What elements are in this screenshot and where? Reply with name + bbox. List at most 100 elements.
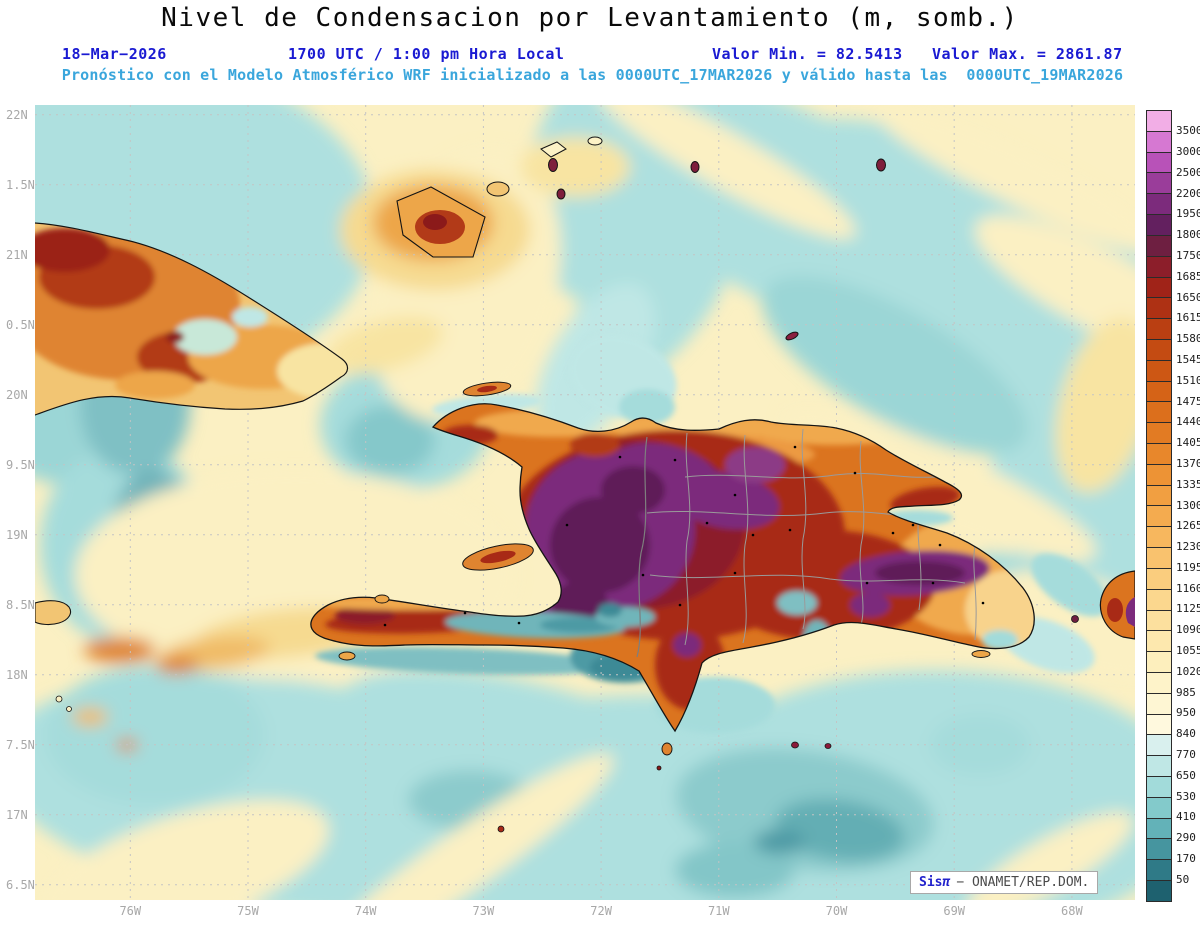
small-islands-hispaniola — [338, 381, 991, 771]
colorbar-cell — [1147, 338, 1171, 360]
lon-tick-label: 72W — [590, 904, 612, 918]
colorbar-cell — [1147, 463, 1171, 485]
colorbar-cell — [1147, 318, 1171, 339]
colorbar-cell — [1147, 111, 1171, 131]
colorbar-labels: 3500 3000 2500 2200 1950 1800 1750 1685 1650 1615… — [1176, 110, 1200, 900]
colorbar-tick-label: 1300 — [1176, 498, 1200, 512]
credit-text: − ONAMET/REP.DOM. — [956, 875, 1090, 890]
colorbar-cell — [1147, 234, 1171, 256]
colorbar-tick-label: 50 — [1176, 872, 1190, 886]
colorbar-tick-label: 1650 — [1176, 290, 1200, 304]
colorbar-tick-label: 1950 — [1176, 207, 1200, 221]
colorbar-cell — [1147, 713, 1171, 735]
colorbar-tick-label: 1475 — [1176, 394, 1200, 408]
colorbar-cell — [1147, 151, 1171, 173]
colorbar-tick-label: 1685 — [1176, 269, 1200, 283]
colorbar-tick-label: 1440 — [1176, 415, 1200, 429]
sea-background — [35, 105, 1135, 900]
sea-specks — [497, 741, 832, 833]
colorbar-tick-label: 2200 — [1176, 186, 1200, 200]
lon-tick-label: 68W — [1061, 904, 1083, 918]
colorbar-tick-label: 530 — [1176, 789, 1196, 803]
valid-time: 1700 UTC / 1:00 pm Hora Local — [288, 45, 565, 63]
colorbar-cell — [1147, 130, 1171, 152]
colorbar-cell — [1147, 443, 1171, 464]
lat-tick-label: 6.5N — [6, 878, 35, 892]
colorbar-tick-label: 1020 — [1176, 664, 1200, 678]
colorbar-tick-label: 3500 — [1176, 124, 1200, 138]
colorbar-tick-label: 950 — [1176, 706, 1196, 720]
lat-tick-label: 17N — [6, 808, 28, 822]
lat-tick-label: 1.5N — [6, 178, 35, 192]
colorbar-cell — [1147, 193, 1171, 215]
colorbar-cell — [1147, 547, 1171, 568]
lat-tick-label: 21N — [6, 248, 28, 262]
colorbar-cell — [1147, 255, 1171, 277]
watermark: Sisπ − ONAMET/REP.DOM. — [910, 871, 1099, 894]
colorbar-cell — [1147, 671, 1171, 693]
small-islands-north — [396, 136, 886, 341]
colorbar-cell — [1147, 276, 1171, 298]
colorbar-cell — [1147, 401, 1171, 423]
colorbar-cell — [1147, 776, 1171, 797]
colorbar-cell — [1147, 484, 1171, 506]
lat-tick-label: 20N — [6, 388, 28, 402]
colorbar-cell — [1147, 526, 1171, 548]
colorbar-cell — [1147, 880, 1171, 901]
lat-tick-label: 18N — [6, 668, 28, 682]
colorbar-tick-label: 290 — [1176, 831, 1196, 845]
colorbar-tick-label: 1335 — [1176, 477, 1200, 491]
colorbar-tick-label: 1160 — [1176, 581, 1200, 595]
colorbar-cell — [1147, 567, 1171, 589]
lat-tick-label: 9.5N — [6, 458, 35, 472]
lat-tick-label: 19N — [6, 528, 28, 542]
colorbar-tick-label: 1195 — [1176, 560, 1200, 574]
lat-tick-label: 22N — [6, 108, 28, 122]
colorbar-cell — [1147, 505, 1171, 527]
lon-tick-label: 75W — [237, 904, 259, 918]
brand-logo: Sisπ — [919, 875, 951, 890]
colorbar-cell — [1147, 630, 1171, 652]
page-title: Nivel de Condensacion por Levantamiento … — [161, 3, 1019, 33]
colorbar-cell — [1147, 755, 1171, 776]
colorbar-tick-label: 1125 — [1176, 602, 1200, 616]
colorbar-tick-label: 170 — [1176, 851, 1196, 865]
colorbar-tick-label: 1370 — [1176, 456, 1200, 470]
colorbar-cell — [1147, 838, 1171, 860]
forecast-description: Pronóstico con el Modelo Atmosférico WRF… — [61, 66, 1124, 84]
colorbar-tick-label: 1750 — [1176, 249, 1200, 263]
longitude-axis: 76W 75W 74W 73W 72W 71W 70W 69W 68W — [35, 904, 1135, 924]
puerto-rico-edge — [1071, 570, 1135, 640]
colorbar-cell — [1147, 422, 1171, 443]
colorbar-tick-label: 1055 — [1176, 644, 1200, 658]
colorbar-tick-label: 985 — [1176, 685, 1196, 699]
colorbar-tick-label: 1510 — [1176, 373, 1200, 387]
colorbar-tick-label: 1265 — [1176, 519, 1200, 533]
colorbar-tick-label: 1230 — [1176, 540, 1200, 554]
latitude-axis: 22N 1.5N 21N 0.5N 20N 9.5N 19N 8.5N 18N 7.5N 17N 6.… — [6, 105, 36, 900]
pi-symbol: π — [942, 875, 951, 890]
colorbar-cell — [1147, 609, 1171, 631]
lat-tick-label: 8.5N — [6, 598, 35, 612]
lat-tick-label: 7.5N — [6, 738, 35, 752]
colorbar-cell — [1147, 172, 1171, 194]
colorbar-tick-label: 1615 — [1176, 311, 1200, 325]
lon-tick-label: 73W — [472, 904, 495, 918]
colorbar-cell — [1147, 359, 1171, 381]
colorbar-tick-label: 840 — [1176, 727, 1196, 741]
colorbar — [1146, 110, 1172, 902]
colorbar-cell — [1147, 588, 1171, 610]
colorbar-cell — [1147, 297, 1171, 319]
colorbar-cell — [1147, 817, 1171, 839]
colorbar-tick-label: 3000 — [1176, 145, 1200, 159]
colorbar-tick-label: 1545 — [1176, 352, 1200, 366]
lon-tick-label: 71W — [707, 904, 730, 918]
colorbar-cell — [1147, 692, 1171, 714]
colorbar-tick-label: 1405 — [1176, 436, 1200, 450]
colorbar-cell — [1147, 796, 1171, 818]
colorbar-tick-label: 410 — [1176, 810, 1196, 824]
colorbar-tick-label: 1800 — [1176, 228, 1200, 242]
lat-tick-label: 0.5N — [6, 318, 35, 332]
lon-tick-label: 76W — [119, 904, 142, 918]
